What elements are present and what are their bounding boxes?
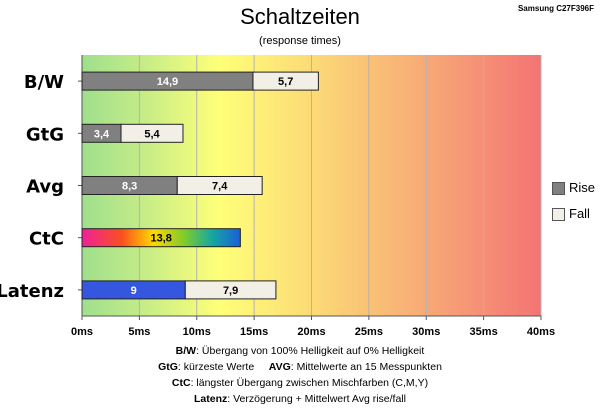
x-tick-label: 10ms [183,326,211,338]
data-label-fall: 5,7 [278,76,293,88]
note-text-ctc: : längster Übergang zwischen Mischfarben… [190,377,429,389]
fall-swatch [552,208,565,222]
legend-rise-label: Rise [569,180,596,195]
bar-fall [252,71,319,91]
note-key-avg: AVG [268,361,291,373]
bar-fall [120,123,184,143]
data-label-rise: 3,4 [94,128,110,140]
data-label-rise: 9 [131,285,137,297]
note-line-4: Latenz: Verzögerung + Mittelwert Avg ris… [0,391,600,407]
chart-title: Schaltzeiten [240,4,360,29]
bar-fall [184,280,277,300]
data-label-fall: 7,4 [212,181,228,193]
rise-swatch [552,182,565,196]
x-tick-label: 40ms [527,326,555,338]
note-key-ctc: CtC [171,377,191,389]
note-line-3: CtC: längster Übergang zwischen Mischfar… [0,375,600,391]
x-tick-label: 35ms [470,326,498,338]
note-text-avg: : Mittelwerte an 15 Messpunkten [290,361,442,373]
legend-rise: Rise [552,180,596,196]
category-label: Avg [26,177,64,198]
x-tick-label: 20ms [297,326,325,338]
bar-fall [176,176,263,195]
note-key-bw: B/W [175,345,197,357]
chart-subtitle: (response times) [259,35,341,47]
category-label: GtG [26,124,64,145]
x-tick-label: 25ms [355,326,383,338]
bar-rise [81,228,241,248]
monitor-model: Samsung C27F396F [517,4,594,13]
x-tick-label: 0ms [71,326,93,338]
note-text-latenz: : Verzögerung + Mittelwert Avg rise/fall [227,393,406,405]
x-tick-label: 15ms [240,326,268,338]
x-tick-label: 5ms [128,326,150,338]
note-text-gtg: : kürzeste Werte [177,361,255,373]
note-key-latenz: Latenz [194,393,228,405]
legend-fall-label: Fall [569,206,590,221]
x-tick-label: 30ms [412,326,440,338]
category-label: Latenz [0,281,64,302]
category-label: B/W [24,72,64,93]
note-line-1: B/W: Übergang von 100% Helligkeit auf 0%… [0,343,600,359]
note-key-gtg: GtG [158,361,178,373]
chart-notes: B/W: Übergang von 100% Helligkeit auf 0%… [0,343,600,407]
note-text-bw: : Übergang von 100% Helligkeit auf 0% He… [196,345,425,357]
category-label: CtC [29,229,64,250]
data-label-fall: 7,9 [223,285,238,297]
data-label-fall: 5,4 [144,128,160,140]
data-label-rise: 8,3 [122,181,137,193]
data-label-rise: 14,9 [157,76,178,88]
data-label-rise: 13,8 [150,233,171,245]
legend-fall: Fall [552,206,590,222]
note-line-2: GtG: kürzeste Werte AVG: Mittelwerte an … [0,359,600,375]
